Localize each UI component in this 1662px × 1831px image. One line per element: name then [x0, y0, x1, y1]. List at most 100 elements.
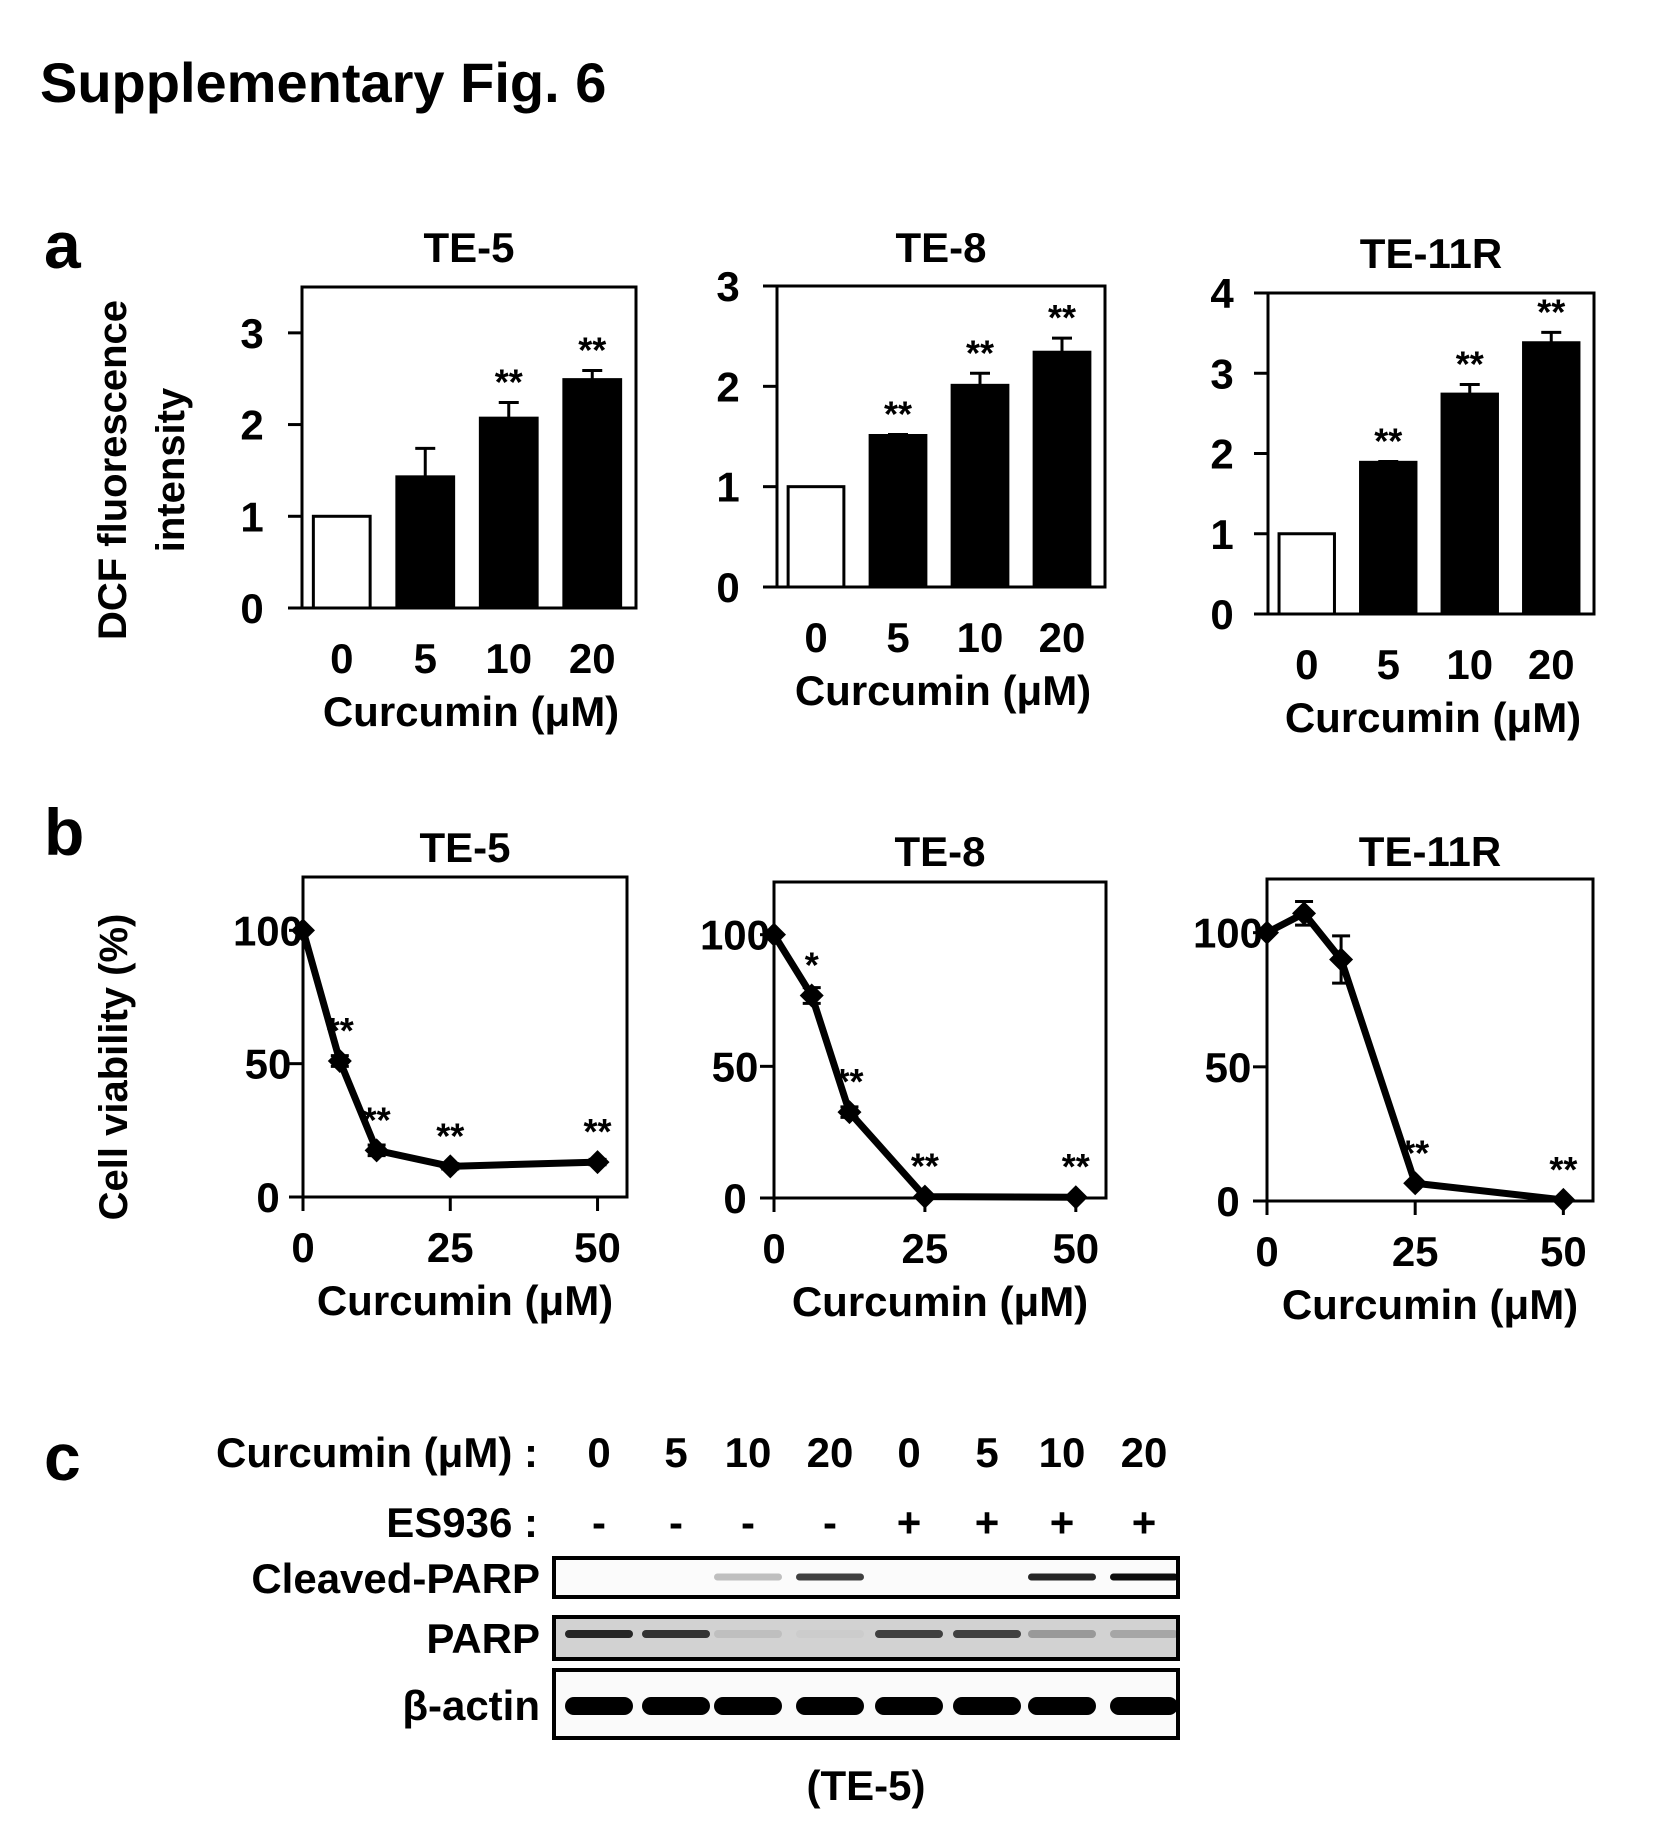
blot-strip-cleaved-parp	[552, 1556, 1180, 1599]
significance-mark: **	[495, 362, 523, 403]
data-point-diamond	[1329, 947, 1354, 972]
data-point-diamond	[585, 1150, 610, 1175]
y-tick-label: 50	[1205, 1044, 1252, 1091]
data-point-diamond	[1292, 901, 1317, 926]
bar	[1359, 460, 1418, 616]
x-tick-label: 0	[291, 1224, 314, 1271]
significance-mark: **	[1374, 421, 1402, 462]
x-axis-label: Curcumin (μM)	[317, 1277, 613, 1324]
bar	[950, 383, 1010, 589]
data-point-diamond	[438, 1154, 463, 1179]
data-point-diamond	[1063, 1185, 1088, 1210]
data-point-diamond	[327, 1049, 352, 1073]
lane-dose-label: 0	[897, 1429, 920, 1476]
lane-es936-label: -	[741, 1499, 755, 1546]
x-axis-label: Curcumin (μM)	[1285, 694, 1581, 741]
significance-mark: *	[805, 944, 819, 985]
significance-mark: **	[1549, 1149, 1577, 1190]
x-tick-label: 50	[1540, 1228, 1587, 1275]
protein-band	[642, 1630, 710, 1638]
bar	[1440, 392, 1499, 616]
bar	[562, 378, 623, 610]
x-tick-label: 0	[1295, 641, 1318, 688]
x-tick-label: 10	[1446, 641, 1493, 688]
panel-label-b: b	[44, 795, 84, 869]
protein-band	[1028, 1573, 1096, 1581]
lane-dose-label: 20	[807, 1429, 854, 1476]
y-tick-label: 100	[233, 907, 303, 954]
blot-row-label-es936: ES936 :	[386, 1499, 538, 1546]
significance-mark: **	[1401, 1132, 1429, 1173]
protein-band	[714, 1697, 782, 1715]
y-tick-label: 1	[716, 464, 739, 511]
bar	[478, 416, 539, 610]
y-tick-label: 50	[245, 1041, 292, 1088]
protein-band	[875, 1630, 943, 1638]
x-tick-label: 5	[886, 614, 909, 661]
plot-frame	[300, 285, 638, 610]
panel-label-a: a	[44, 208, 82, 282]
protein-band	[1110, 1573, 1178, 1581]
band-label-cleaved-parp: Cleaved-PARP	[251, 1555, 540, 1602]
protein-band	[796, 1697, 864, 1715]
figure-title: Supplementary Fig. 6	[40, 51, 606, 114]
data-point-diamond	[837, 1100, 862, 1125]
significance-mark: **	[363, 1099, 391, 1140]
lane-es936-label: +	[897, 1499, 922, 1546]
data-point-diamond	[799, 983, 824, 1008]
lane-dose-label: 20	[1121, 1429, 1168, 1476]
plot-frame	[775, 284, 1107, 589]
protein-band	[796, 1630, 864, 1638]
chart-a-te-8: TE-8 0 1 2 3 0 ** 5 ** 10 ** 20 Curcumin (μM)	[716, 224, 1107, 714]
protein-band	[642, 1697, 710, 1715]
lane-es936-label: +	[1132, 1499, 1157, 1546]
protein-band	[1028, 1630, 1096, 1638]
x-axis-label: Curcumin (μM)	[323, 688, 619, 735]
significance-mark: **	[835, 1061, 863, 1102]
significance-mark: **	[1062, 1146, 1090, 1187]
y-tick-label: 2	[240, 402, 263, 449]
protein-band	[875, 1697, 943, 1715]
panel-b-ylabel: Cell viability (%)	[92, 914, 136, 1221]
lane-es936-label: -	[669, 1499, 683, 1546]
lane-dose-label: 0	[587, 1429, 610, 1476]
blot-caption: (TE-5)	[807, 1762, 926, 1809]
chart-title: TE-5	[423, 224, 514, 271]
y-tick-label: 3	[1210, 350, 1233, 397]
protein-band	[714, 1630, 782, 1638]
lane-dose-label: 5	[975, 1429, 998, 1476]
data-point-diamond	[291, 918, 315, 943]
y-tick-label: 50	[712, 1043, 759, 1090]
lane-dose-label: 5	[664, 1429, 687, 1476]
ylabel-viability: Cell viability (%)	[92, 914, 136, 1221]
y-tick-label: 0	[1216, 1178, 1239, 1225]
western-blot: Curcumin (μM) : ES936 : Cleaved-PARP PAR…	[216, 1429, 1180, 1809]
significance-mark: **	[1456, 343, 1484, 384]
y-tick-label: 0	[1210, 591, 1233, 638]
lane-dose-label: 10	[1039, 1429, 1086, 1476]
bar	[395, 475, 456, 610]
blot-lanes: 0-5-10-20-0+5+10+20+	[552, 1429, 1180, 1740]
y-tick-label: 3	[240, 310, 263, 357]
x-tick-label: 5	[1377, 641, 1400, 688]
protein-band	[565, 1697, 633, 1715]
lane-es936-label: -	[592, 1499, 606, 1546]
x-tick-label: 25	[427, 1224, 474, 1271]
protein-band	[565, 1630, 633, 1638]
chart-title: TE-11R	[1359, 828, 1501, 875]
y-tick-label: 100	[700, 912, 770, 959]
ylabel-line-2: intensity	[149, 387, 193, 552]
x-tick-label: 0	[804, 614, 827, 661]
y-tick-label: 2	[1210, 431, 1233, 478]
x-tick-label: 20	[1528, 641, 1575, 688]
y-tick-label: 3	[716, 263, 739, 310]
blot-frame	[552, 1668, 1180, 1740]
data-point-diamond	[762, 922, 786, 947]
protein-band	[1110, 1630, 1178, 1638]
panel-a-ylabel: DCF fluorescence intensity	[91, 300, 193, 640]
y-tick-label: 2	[716, 363, 739, 410]
chart-title: TE-8	[895, 224, 986, 271]
protein-band	[1110, 1697, 1178, 1715]
